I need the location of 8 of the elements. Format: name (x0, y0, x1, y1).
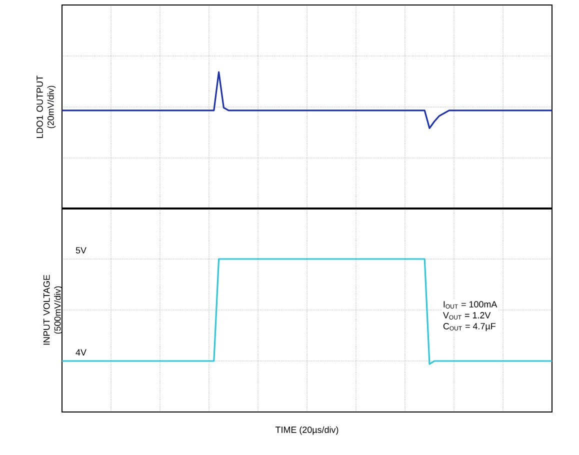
annotation: C$_{OUT}$ = 4.7µF (443, 323, 496, 332)
x-axis-title: TIME (20µs/div) (275, 426, 338, 435)
y-tick-label: 5V (76, 247, 86, 254)
annotation: V$_{OUT}$ = 1.2V (442, 312, 491, 320)
y-axis-title: LDO1 OUTPUT (20mV/div) (36, 76, 56, 138)
y-axis-title: INPUT VOLTAGE (500mV/div) (43, 274, 62, 345)
y-tick-label: 4V (76, 349, 86, 356)
annotation: I$_{OUT}$ = 100mA (444, 301, 498, 309)
